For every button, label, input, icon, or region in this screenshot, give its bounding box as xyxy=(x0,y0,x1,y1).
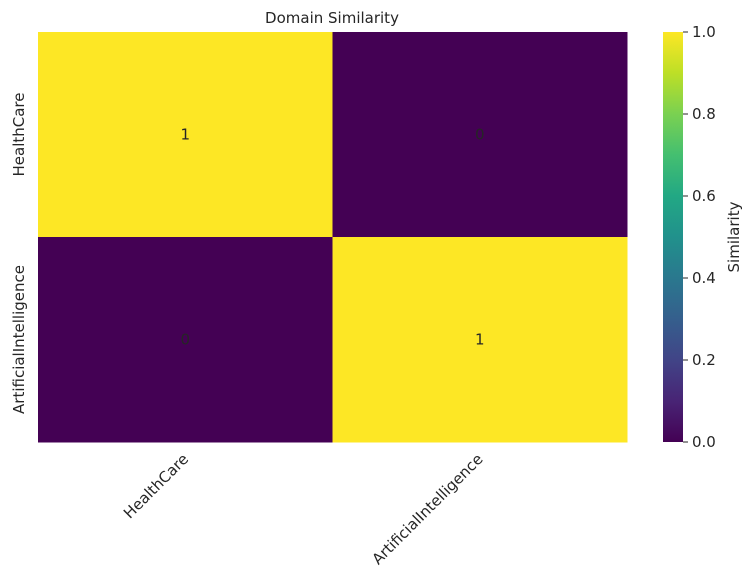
x-tick-label: ArtificialIntelligence xyxy=(369,450,487,568)
heatmap-cell xyxy=(38,32,333,238)
cell-annotation: 0 xyxy=(180,331,190,349)
x-tick-label: HealthCare xyxy=(120,450,192,522)
colorbar-label: Similarity xyxy=(725,201,743,272)
y-tick-label: HealthCare xyxy=(10,93,28,177)
heatmap-cells xyxy=(38,32,628,443)
colorbar-tick-label: 0.2 xyxy=(692,351,716,369)
colorbar-tick-label: 0.4 xyxy=(692,269,716,287)
y-axis-tick-labels: HealthCare ArtificialIntelligence xyxy=(10,93,28,414)
colorbar-tick-label: 0.0 xyxy=(692,433,716,451)
cell-annotation: 1 xyxy=(475,331,485,349)
chart-title: Domain Similarity xyxy=(265,9,399,27)
colorbar-ticks: 0.0 0.2 0.4 0.6 0.8 1.0 xyxy=(683,23,716,451)
colorbar-tick-label: 1.0 xyxy=(692,23,716,41)
heatmap-cell xyxy=(38,237,333,443)
heatmap-cell xyxy=(332,32,628,238)
x-axis-tick-labels: HealthCare ArtificialIntelligence xyxy=(120,450,487,568)
heatmap-cell xyxy=(332,237,628,443)
y-tick-label: ArtificialIntelligence xyxy=(10,265,28,414)
colorbar xyxy=(663,32,683,442)
colorbar-tick-label: 0.8 xyxy=(692,105,716,123)
cell-annotation: 1 xyxy=(180,126,190,144)
cell-annotations: 1 0 0 1 xyxy=(180,126,484,349)
cell-annotation: 0 xyxy=(475,126,485,144)
colorbar-tick-label: 0.6 xyxy=(692,187,716,205)
